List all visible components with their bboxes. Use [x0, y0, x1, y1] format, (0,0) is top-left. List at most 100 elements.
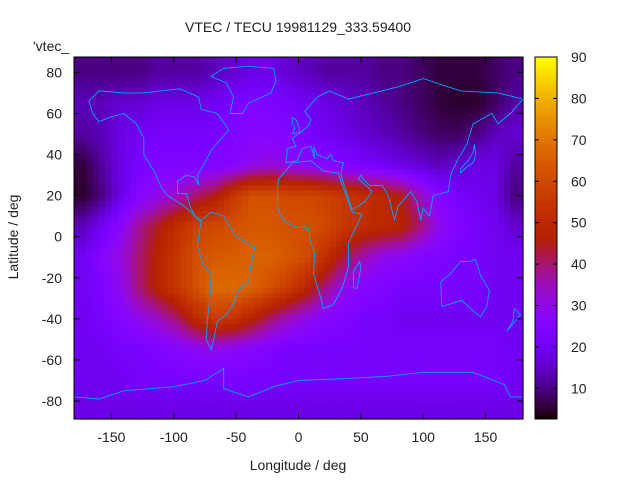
heatmap-cell	[74, 175, 81, 181]
heatmap-cell	[317, 226, 325, 233]
heatmap-cell	[329, 205, 337, 212]
heatmap-cell	[466, 349, 474, 356]
heatmap-cell	[267, 98, 275, 104]
heatmap-cell	[435, 175, 443, 181]
heatmap-cell	[74, 308, 81, 315]
heatmap-cell	[429, 123, 437, 130]
heatmap-cell	[236, 241, 243, 248]
heatmap-cell	[186, 98, 194, 104]
heatmap-cell	[217, 370, 225, 376]
heatmap-cell	[161, 231, 169, 238]
heatmap-cell	[335, 123, 343, 130]
heatmap-cell	[516, 401, 524, 407]
heatmap-cell	[323, 195, 331, 202]
heatmap-cell	[117, 144, 125, 151]
heatmap-cell	[360, 77, 368, 84]
heatmap-cell	[323, 128, 331, 135]
heatmap-cell	[192, 195, 200, 202]
heatmap-cell	[379, 318, 387, 325]
heatmap-cell	[367, 108, 374, 115]
heatmap-cell	[111, 282, 119, 289]
heatmap-cell	[298, 103, 306, 109]
heatmap-cell	[448, 267, 456, 274]
heatmap-cell	[167, 221, 175, 228]
heatmap-cell	[485, 103, 493, 109]
heatmap-cell	[516, 385, 524, 392]
heatmap-cell	[279, 339, 287, 346]
heatmap-cell	[98, 134, 106, 140]
heatmap-cell	[292, 257, 300, 263]
heatmap-cell	[510, 226, 518, 233]
heatmap-cell	[385, 236, 393, 243]
heatmap-cell	[161, 385, 169, 392]
heatmap-cell	[310, 406, 318, 412]
heatmap-cell	[217, 406, 225, 412]
heatmap-cell	[273, 385, 281, 392]
heatmap-cell	[441, 231, 449, 238]
heatmap-cell	[155, 406, 162, 412]
heatmap-cell	[392, 92, 399, 99]
heatmap-cell	[448, 72, 456, 79]
heatmap-cell	[398, 390, 406, 397]
heatmap-cell	[398, 180, 406, 186]
heatmap-cell	[98, 231, 106, 238]
heatmap-cell	[98, 252, 106, 258]
heatmap-cell	[479, 370, 487, 376]
heatmap-cell	[80, 139, 88, 145]
heatmap-cell	[466, 185, 474, 192]
heatmap-cell	[298, 267, 306, 274]
heatmap-cell	[261, 200, 268, 207]
heatmap-cell	[142, 334, 150, 341]
heatmap-cell	[136, 77, 144, 84]
heatmap-cell	[261, 349, 268, 356]
heatmap-cell	[98, 380, 106, 387]
heatmap-cell	[273, 82, 281, 89]
heatmap-cell	[186, 236, 194, 243]
heatmap-cell	[261, 103, 268, 109]
heatmap-cell	[204, 241, 212, 248]
heatmap-cell	[136, 205, 144, 212]
heatmap-cell	[310, 380, 318, 387]
heatmap-cell	[248, 313, 256, 320]
heatmap-cell	[192, 164, 200, 171]
heatmap-cell	[74, 272, 81, 279]
heatmap-cell	[273, 175, 281, 181]
heatmap-cell	[292, 303, 300, 310]
heatmap-cell	[392, 406, 399, 412]
heatmap-cell	[74, 72, 81, 79]
heatmap-cell	[373, 216, 381, 222]
heatmap-cell	[298, 123, 306, 130]
heatmap-cell	[186, 103, 194, 109]
heatmap-cell	[236, 216, 243, 222]
heatmap-cell	[466, 159, 474, 166]
heatmap-cell	[504, 267, 512, 274]
heatmap-cell	[142, 411, 150, 418]
heatmap-cell	[286, 318, 293, 325]
heatmap-cell	[279, 159, 287, 166]
heatmap-cell	[236, 411, 243, 418]
heatmap-cell	[354, 380, 362, 387]
heatmap-cell	[117, 329, 125, 335]
heatmap-cell	[261, 395, 268, 402]
heatmap-cell	[217, 62, 225, 68]
heatmap-cell	[173, 226, 181, 233]
heatmap-cell	[180, 354, 187, 361]
heatmap-cell	[379, 359, 387, 366]
heatmap-cell	[410, 185, 418, 192]
heatmap-cell	[74, 267, 81, 274]
heatmap-cell	[142, 313, 150, 320]
heatmap-cell	[304, 395, 312, 402]
heatmap-cell	[435, 123, 443, 130]
heatmap-cell	[404, 365, 412, 371]
heatmap-cell	[136, 123, 144, 130]
heatmap-cell	[92, 139, 100, 145]
heatmap-cell	[261, 308, 268, 315]
heatmap-cell	[229, 288, 237, 294]
heatmap-cell	[367, 211, 374, 217]
heatmap-cell	[460, 98, 468, 104]
heatmap-cell	[111, 318, 119, 325]
heatmap-cell	[429, 62, 437, 68]
heatmap-cell	[217, 380, 225, 387]
heatmap-cell	[473, 108, 480, 115]
heatmap-cell	[516, 103, 524, 109]
